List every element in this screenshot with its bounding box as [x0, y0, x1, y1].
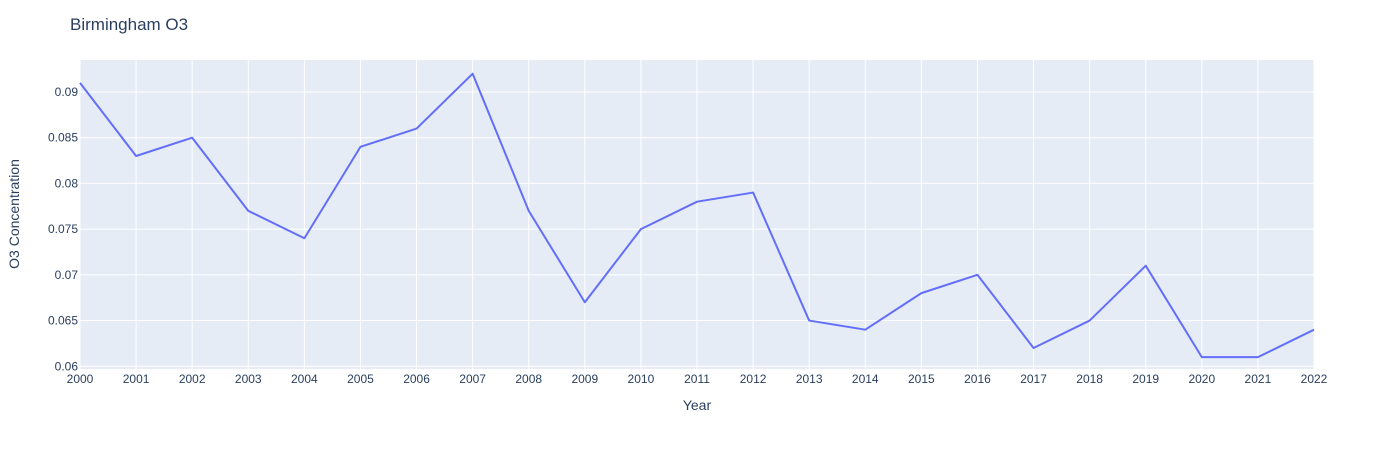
y-tick-label: 0.065: [48, 314, 78, 328]
x-tick-label: 2002: [179, 372, 206, 386]
y-axis-ticks: 0.06 0.065 0.07 0.075 0.08 0.085 0.09: [48, 85, 78, 373]
x-tick-label: 2000: [67, 372, 94, 386]
x-tick-label: 2013: [796, 372, 823, 386]
gridlines: [79, 60, 1315, 369]
x-tick-label: 2012: [740, 372, 767, 386]
x-tick-label: 2009: [571, 372, 598, 386]
y-axis-title: O3 Concentration: [6, 159, 22, 269]
y-tick-label: 0.09: [55, 85, 79, 99]
x-axis-ticks: 2000 2001 2002 2003 2004 2005 2006 2007 2008 2009…: [67, 372, 1328, 386]
y-tick-label: 0.08: [55, 176, 79, 190]
x-tick-label: 2007: [459, 372, 486, 386]
x-tick-label: 2018: [1076, 372, 1103, 386]
x-tick-label: 2011: [684, 372, 710, 386]
y-tick-label: 0.075: [48, 222, 78, 236]
y-tick-label: 0.07: [55, 268, 79, 282]
x-tick-label: 2003: [235, 372, 262, 386]
x-tick-label: 2014: [852, 372, 879, 386]
series-line: [79, 72, 1315, 359]
x-tick-label: 2001: [123, 372, 150, 386]
x-tick-label: 2021: [1245, 372, 1272, 386]
x-tick-label: 2015: [908, 372, 935, 386]
chart-title: Birmingham O3: [70, 15, 188, 34]
x-tick-label: 2006: [403, 372, 430, 386]
x-tick-label: 2010: [628, 372, 655, 386]
x-tick-label: 2005: [347, 372, 374, 386]
x-tick-label: 2017: [1020, 372, 1047, 386]
x-tick-label: 2004: [291, 372, 318, 386]
x-axis-title: Year: [683, 397, 712, 413]
x-tick-label: 2022: [1301, 372, 1328, 386]
x-tick-label: 2008: [515, 372, 542, 386]
x-tick-label: 2020: [1188, 372, 1215, 386]
y-tick-label: 0.06: [55, 359, 79, 373]
x-tick-label: 2019: [1132, 372, 1159, 386]
y-tick-label: 0.085: [48, 131, 78, 145]
x-tick-label: 2016: [964, 372, 991, 386]
